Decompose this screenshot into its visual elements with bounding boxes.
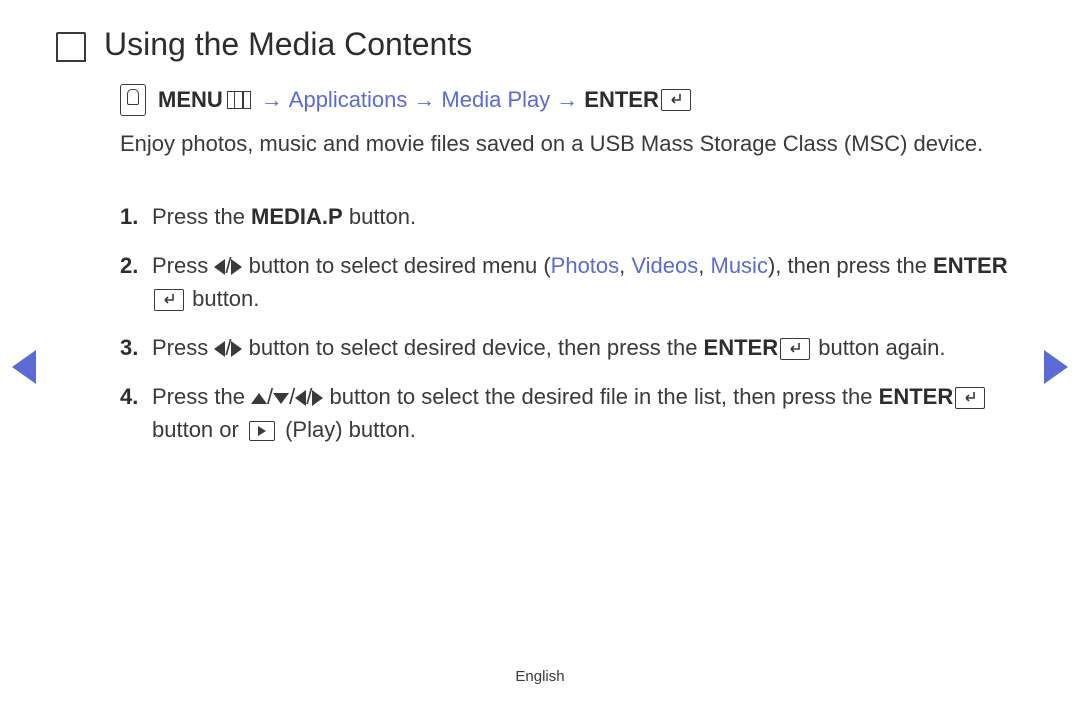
step-bold: ENTER (933, 253, 1008, 278)
breadcrumb-menu: MENU (158, 87, 223, 113)
enter-icon (154, 289, 184, 311)
list-item: 3. Press / button to select desired devi… (120, 331, 1020, 364)
step-text: button again. (812, 335, 945, 360)
prev-page-button[interactable] (12, 350, 36, 384)
step-body: Press the MEDIA.P button. (152, 200, 1020, 233)
up-arrow-icon (251, 393, 267, 404)
breadcrumb-sep: → (556, 87, 578, 113)
enter-icon (780, 338, 810, 360)
left-arrow-icon (214, 341, 225, 357)
step-text: Press the (152, 204, 251, 229)
list-item: 1. Press the MEDIA.P button. (120, 200, 1020, 233)
play-icon (249, 421, 275, 441)
link-photos: Photos (551, 253, 620, 278)
right-arrow-icon (312, 390, 323, 406)
breadcrumb-sep: → (413, 87, 435, 113)
left-arrow-icon (214, 259, 225, 275)
next-page-button[interactable] (1044, 350, 1068, 384)
enter-icon (661, 89, 691, 111)
step-text: Press (152, 335, 214, 360)
enter-icon (955, 387, 985, 409)
step-text: button to select desired menu ( (242, 253, 550, 278)
footer-language: English (0, 668, 1080, 685)
hand-icon (120, 84, 146, 116)
step-text: button to select the desired file in the… (323, 384, 878, 409)
step-number: 3. (120, 331, 152, 364)
right-arrow-icon (231, 259, 242, 275)
step-text: button. (343, 204, 416, 229)
link-videos: Videos (631, 253, 698, 278)
step-number: 4. (120, 380, 152, 446)
breadcrumb-sep: → (261, 87, 283, 113)
page-title: Using the Media Contents (104, 26, 472, 63)
step-text: button to select desired device, then pr… (242, 335, 703, 360)
step-text: Press the (152, 384, 251, 409)
step-body: Press / button to select desired device,… (152, 331, 1020, 364)
breadcrumb-applications: Applications (289, 87, 408, 113)
chevron-left-icon (12, 350, 36, 384)
step-text: button or (152, 417, 245, 442)
breadcrumb: MENU → Applications → Media Play → ENTER (120, 84, 693, 116)
right-arrow-icon (231, 341, 242, 357)
down-arrow-icon (273, 393, 289, 404)
step-text: Press (152, 253, 214, 278)
steps-list: 1. Press the MEDIA.P button. 2. Press / … (120, 200, 1020, 462)
link-music: Music (711, 253, 768, 278)
step-body: Press / button to select desired menu (P… (152, 249, 1020, 315)
step-number: 2. (120, 249, 152, 315)
step-text: (Play) button. (279, 417, 416, 442)
step-text: button. (186, 286, 259, 311)
breadcrumb-media-play: Media Play (441, 87, 550, 113)
chevron-right-icon (1044, 350, 1068, 384)
left-arrow-icon (295, 390, 306, 406)
intro-text: Enjoy photos, music and movie files save… (120, 128, 1020, 160)
breadcrumb-enter: ENTER (584, 87, 659, 113)
title-row: Using the Media Contents (56, 26, 472, 63)
step-bold: ENTER (704, 335, 779, 360)
section-bullet-icon (56, 32, 86, 62)
step-bold: MEDIA.P (251, 204, 343, 229)
list-item: 4. Press the /// button to select the de… (120, 380, 1020, 446)
manual-page: Using the Media Contents MENU → Applicat… (0, 0, 1080, 705)
menu-icon (227, 91, 251, 109)
step-text: , (619, 253, 631, 278)
step-text: ), then press the (768, 253, 933, 278)
list-item: 2. Press / button to select desired menu… (120, 249, 1020, 315)
step-text: , (698, 253, 710, 278)
step-bold: ENTER (879, 384, 954, 409)
step-body: Press the /// button to select the desir… (152, 380, 1020, 446)
step-number: 1. (120, 200, 152, 233)
